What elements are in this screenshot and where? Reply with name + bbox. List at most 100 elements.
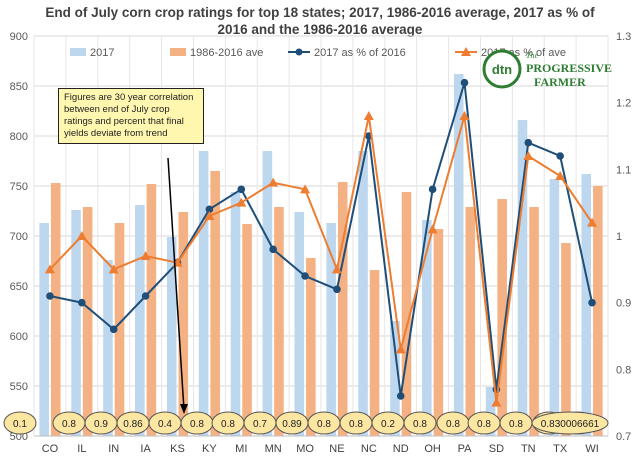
x-tick-label: IA xyxy=(140,443,151,455)
correlation-label: 0.7 xyxy=(253,419,267,430)
bar-2017-wi xyxy=(581,174,592,436)
bar-ave-ks xyxy=(178,212,189,436)
legend-label: 2017 as % of 2016 xyxy=(314,47,406,59)
bar-ave-ia xyxy=(146,184,157,436)
bar-2017-ky xyxy=(198,151,209,436)
bar-2017-tx xyxy=(549,179,560,436)
x-tick-label: MN xyxy=(265,443,282,455)
bar-2017-sd xyxy=(485,387,496,436)
point-pct-2016-oh xyxy=(428,185,437,194)
bar-2017-pa xyxy=(453,74,464,436)
point-pct-ave-co xyxy=(44,264,55,274)
y-left-tick-label: 700 xyxy=(10,231,28,243)
legend-swatch xyxy=(70,48,86,56)
x-tick-label: KS xyxy=(170,443,185,455)
y-left-tick-label: 600 xyxy=(10,331,28,343)
line-pct-2016 xyxy=(49,82,594,397)
bar-ave-mi xyxy=(242,224,252,436)
x-tick-label: IL xyxy=(77,443,86,455)
correlation-ellipse xyxy=(3,411,37,435)
point-pct-ave-sd xyxy=(491,397,502,407)
x-tick-label: CO xyxy=(42,443,59,455)
bar-2017-nc xyxy=(358,151,368,436)
bar-ave-mo xyxy=(306,258,316,436)
point-pct-ave-tx xyxy=(555,171,566,180)
bar-2017-in xyxy=(103,260,113,436)
bars xyxy=(39,74,603,436)
y-right-tick-label: 0.9 xyxy=(616,298,631,310)
legend-marker xyxy=(461,47,471,56)
bar-2017-ks xyxy=(166,237,177,436)
x-tick-label: SD xyxy=(489,443,504,455)
correlation-label: 0.8 xyxy=(317,419,331,430)
correlation-label: 0.8 xyxy=(509,419,523,430)
point-pct-ave-ia xyxy=(140,251,151,260)
correlation-label: 0.2 xyxy=(381,419,395,430)
point-pct-2016-mi xyxy=(237,185,246,194)
bar-2017-ia xyxy=(135,205,145,436)
correlation-label: 0.830006661 xyxy=(541,419,600,430)
point-pct-ave-nc xyxy=(363,111,374,120)
y-right-tick-label: 1.3 xyxy=(616,31,631,43)
bar-ave-oh xyxy=(433,229,444,436)
annotation-arrow xyxy=(167,157,188,414)
point-pct-ave-nd xyxy=(395,344,406,354)
bar-ave-pa xyxy=(465,207,476,436)
bar-ave-mn xyxy=(274,207,284,436)
x-tick-label: MO xyxy=(296,443,314,455)
y-right-tick-label: 1 xyxy=(616,231,622,243)
bar-2017-oh xyxy=(422,220,432,436)
point-pct-ave-mo xyxy=(300,184,311,194)
y-right-tick-label: 0.8 xyxy=(616,364,631,376)
point-pct-ave-in xyxy=(108,264,119,274)
point-pct-ave-tn xyxy=(523,151,534,160)
bar-2017-il xyxy=(71,210,81,436)
x-tick-label: KY xyxy=(202,443,217,455)
correlation-label: 0.86 xyxy=(123,419,143,430)
bar-2017-mi xyxy=(230,192,241,436)
point-pct-ave-pa xyxy=(459,111,470,120)
x-tick-label: NC xyxy=(361,443,377,455)
point-pct-ave-il xyxy=(76,231,87,240)
bar-ave-wi xyxy=(593,186,603,436)
y-left-tick-label: 650 xyxy=(10,281,28,293)
correlation-label: 0.8 xyxy=(349,419,363,430)
correlation-label: 0.8 xyxy=(221,419,235,430)
series-lines xyxy=(44,78,598,407)
bar-ave-il xyxy=(82,207,93,436)
y-left-tick-label: 900 xyxy=(10,31,28,43)
point-pct-ave-oh xyxy=(427,224,438,234)
axes: 5005506006507007508008509000.70.80.911.1… xyxy=(10,31,632,455)
legend-label: 1986-2016 ave xyxy=(190,47,263,59)
point-pct-2016-nd xyxy=(396,392,405,400)
point-pct-2016-ne xyxy=(333,285,341,294)
logo-farmer-text: FARMER xyxy=(534,75,586,89)
y-left-tick-label: 750 xyxy=(10,181,28,193)
correlation-label: 0.9 xyxy=(94,419,108,430)
point-pct-ave-mi xyxy=(236,197,247,207)
progressive-farmer-logo: dtn The PROGRESSIVE FARMER xyxy=(482,49,612,89)
point-pct-ave-ne xyxy=(331,264,342,274)
correlation-label: 0.8 xyxy=(477,419,491,430)
point-pct-2016-pa xyxy=(460,78,469,87)
bar-2017-co xyxy=(39,223,49,436)
bar-ave-ne xyxy=(337,182,348,436)
correlation-ellipse xyxy=(531,411,609,435)
x-tick-label: TX xyxy=(553,443,568,455)
y-right-tick-label: 1.2 xyxy=(616,98,631,110)
bar-ave-ky xyxy=(210,171,220,436)
y-right-tick-label: 0.7 xyxy=(616,431,631,443)
point-pct-ave-ky xyxy=(204,211,215,220)
chart-title: End of July corn crop ratings for top 18… xyxy=(45,5,595,37)
bar-ave-sd xyxy=(497,199,507,436)
y-right-tick-label: 1.1 xyxy=(616,164,631,176)
point-pct-2016-wi xyxy=(588,298,596,307)
line-pct-ave xyxy=(49,115,593,403)
point-pct-2016-co xyxy=(46,292,54,300)
point-pct-2016-il xyxy=(78,298,86,307)
x-tick-label: PA xyxy=(458,443,473,455)
bar-2017-tn xyxy=(517,120,528,436)
point-pct-ave-mn xyxy=(268,177,279,187)
